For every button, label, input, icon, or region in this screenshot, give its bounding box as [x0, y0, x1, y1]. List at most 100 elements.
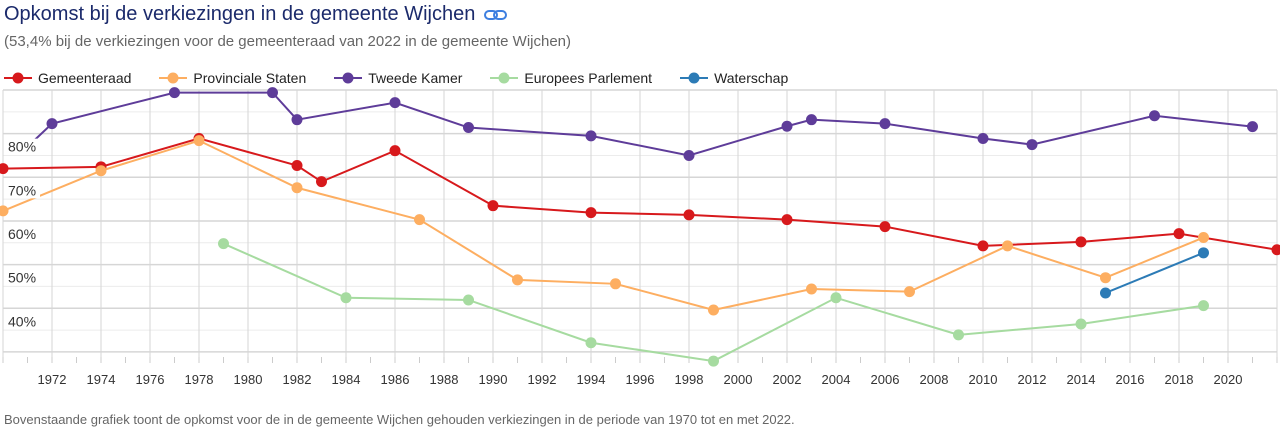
data-point [389, 145, 401, 157]
data-point [1198, 247, 1209, 259]
legend-marker-icon [159, 72, 188, 84]
data-point [977, 132, 989, 144]
x-tick-label: 2012 [1018, 372, 1047, 387]
data-point [1247, 121, 1258, 133]
x-tick-label: 1976 [136, 372, 165, 387]
data-point [1271, 244, 1280, 256]
y-tick-label: 80% [8, 139, 36, 155]
x-tick-label: 1972 [38, 372, 67, 387]
data-point [1198, 300, 1209, 312]
x-tick-label: 1996 [626, 372, 655, 387]
data-point [1100, 272, 1111, 284]
x-tick-label: 2006 [871, 372, 900, 387]
x-tick-label: 1984 [332, 372, 361, 387]
y-label-bg [6, 313, 40, 330]
x-tick-label: 2004 [822, 372, 851, 387]
x-tick-label: 1982 [283, 372, 312, 387]
data-point [585, 337, 597, 349]
x-tick-label: 1974 [87, 372, 116, 387]
data-point [414, 214, 425, 226]
data-point [904, 286, 915, 298]
legend-marker-icon [4, 72, 32, 84]
y-label-bg [6, 269, 40, 286]
legend-item-gemeenteraad[interactable]: Gemeenteraad [0, 68, 131, 88]
data-point [830, 292, 842, 304]
data-point [683, 209, 695, 221]
series-line-provinciale-staten [2, 139, 1204, 312]
legend-label: Waterschap [714, 70, 789, 86]
y-tick-label: 70% [8, 182, 36, 198]
data-point [610, 278, 621, 290]
x-tick-label: 2010 [969, 372, 998, 387]
y-tick-label: 50% [8, 270, 36, 286]
legend-item-provinciale-staten[interactable]: Provinciale Staten [155, 68, 306, 88]
series-line-waterschap [1105, 251, 1204, 294]
data-point [218, 238, 229, 250]
data-point [1075, 236, 1087, 248]
x-tick-label: 1994 [577, 372, 606, 387]
data-point [1026, 139, 1038, 151]
x-tick-label: 2020 [1214, 372, 1243, 387]
legend-marker-icon [680, 72, 709, 84]
link-icon[interactable] [483, 8, 509, 22]
x-tick-label: 1980 [234, 372, 263, 387]
data-point [1075, 318, 1087, 330]
page-title: Opkomst bij de verkiezingen in de gemeen… [4, 3, 509, 26]
data-point [1100, 287, 1111, 299]
legend-label: Provinciale Staten [193, 70, 307, 86]
data-point [1002, 240, 1013, 252]
data-point [291, 114, 303, 126]
x-tick-label: 1986 [381, 372, 410, 387]
data-point [683, 149, 695, 161]
data-point [806, 114, 817, 126]
data-point [0, 205, 9, 217]
legend-label: Europees Parlement [524, 70, 653, 86]
data-point [879, 118, 891, 130]
chart-caption: Bovenstaande grafiek toont de opkomst vo… [4, 412, 795, 427]
x-tick-label: 1992 [528, 372, 557, 387]
data-point [0, 163, 9, 175]
data-point [806, 283, 817, 295]
series-line-tweede-kamer [26, 91, 1253, 157]
x-tick-label: 1978 [185, 372, 214, 387]
data-point [487, 200, 499, 212]
data-point [95, 165, 107, 177]
data-point [585, 207, 597, 219]
data-point [463, 294, 474, 306]
subtitle: (53,4% bij de verkiezingen voor de gemee… [4, 33, 572, 50]
y-tick-label: 60% [8, 226, 36, 242]
data-point [708, 304, 719, 316]
y-label-bg [6, 182, 40, 199]
chart-legend: Gemeenteraad Provinciale Staten Tweede Kam… [0, 68, 812, 88]
data-point [585, 130, 597, 142]
x-tick-label: 1990 [479, 372, 508, 387]
data-point [977, 240, 989, 252]
legend-item-tweede-kamer[interactable]: Tweede Kamer [330, 68, 462, 88]
x-tick-label: 2008 [920, 372, 949, 387]
data-point [1173, 228, 1185, 240]
data-point [1149, 110, 1160, 122]
x-tick-label: 2016 [1116, 372, 1145, 387]
data-point [708, 355, 719, 367]
legend-item-europees-parlement[interactable]: Europees Parlement [486, 68, 652, 88]
data-point [316, 176, 327, 188]
data-point [953, 329, 964, 341]
data-point [193, 135, 205, 147]
title-text: Opkomst bij de verkiezingen in de gemeen… [4, 3, 476, 25]
data-point [781, 120, 793, 132]
x-tick-label: 2014 [1067, 372, 1096, 387]
data-point [291, 182, 303, 194]
data-point [463, 122, 474, 134]
data-point [389, 97, 401, 109]
legend-item-waterschap[interactable]: Waterschap [676, 68, 788, 88]
legend-label: Gemeenteraad [38, 70, 132, 86]
data-point [879, 221, 891, 233]
x-tick-label: 2018 [1165, 372, 1194, 387]
y-tick-label: 40% [8, 313, 36, 329]
data-point [291, 160, 303, 172]
data-point [340, 292, 352, 304]
data-point [267, 87, 278, 99]
data-point [512, 274, 523, 286]
legend-label: Tweede Kamer [368, 70, 463, 86]
